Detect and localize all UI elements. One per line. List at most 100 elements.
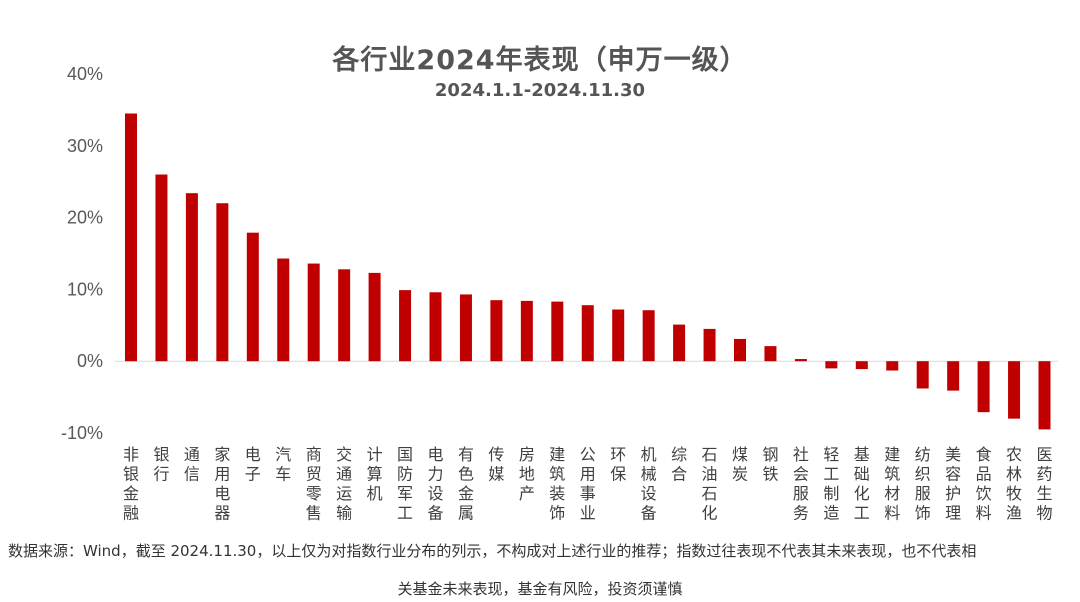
risk-disclaimer: 关基金未来表现，基金有风险，投资须谨慎 (397, 580, 683, 598)
x-category-label: 工 (823, 465, 839, 484)
bar (520, 300, 533, 362)
x-category-label: 器 (214, 504, 230, 523)
x-category-label: 料 (884, 504, 900, 523)
x-category-label: 传 (488, 445, 504, 464)
x-category-label: 基 (854, 445, 870, 464)
x-category-label: 交 (336, 445, 352, 464)
bar (977, 361, 990, 413)
bar (947, 361, 960, 391)
x-category-label: 售 (306, 504, 322, 523)
bar (429, 292, 442, 362)
x-category-label: 通 (184, 445, 200, 464)
bar-chart: 40%30%20%10%0%-10%非银金融银行通信家用电器电子汽车商贸零售交通… (61, 64, 1058, 523)
x-category-label: 织 (915, 465, 931, 484)
y-tick-label: 10% (67, 279, 103, 299)
x-category-label: 饰 (549, 504, 565, 523)
x-category-label: 有 (458, 445, 474, 464)
x-category-label: 础 (854, 465, 870, 484)
bar (216, 203, 229, 362)
x-category-label: 商 (306, 445, 322, 464)
x-category-label: 地 (519, 465, 535, 484)
x-category-label: 保 (610, 465, 626, 484)
x-category-label: 综 (671, 445, 687, 464)
x-category-label: 行 (153, 465, 169, 484)
x-category-label: 电 (427, 445, 443, 464)
bar (1008, 361, 1021, 419)
x-category-label: 通 (336, 465, 352, 484)
x-category-label: 装 (549, 484, 565, 503)
x-category-label: 机 (367, 484, 383, 503)
x-category-label: 环 (610, 445, 626, 464)
x-category-label: 品 (976, 465, 992, 484)
bar (277, 258, 290, 362)
x-category-label: 制 (823, 484, 839, 503)
x-category-label: 煤 (732, 445, 748, 464)
y-tick-label: 30% (67, 136, 103, 156)
bar (1038, 361, 1051, 430)
y-tick-label: 20% (67, 208, 103, 228)
x-category-label: 化 (854, 484, 870, 503)
x-category-label: 会 (793, 465, 809, 484)
x-category-label: 零 (306, 484, 322, 503)
bar (246, 232, 259, 362)
x-category-label: 农 (1006, 445, 1022, 464)
x-category-label: 药 (1036, 465, 1052, 484)
x-category-label: 电 (245, 445, 261, 464)
x-category-label: 信 (184, 465, 200, 484)
x-category-label: 饰 (915, 504, 931, 523)
x-category-label: 铁 (762, 465, 778, 484)
x-category-label: 工 (854, 504, 870, 523)
x-category-label: 输 (336, 504, 352, 523)
x-category-label: 融 (123, 504, 139, 523)
x-category-label: 备 (427, 504, 443, 523)
bar (125, 113, 137, 362)
x-category-label: 汽 (275, 445, 291, 464)
x-category-label: 媒 (488, 465, 504, 484)
y-tick-label: 0% (77, 351, 103, 371)
y-tick-label: 40% (67, 64, 103, 84)
chart-subtitle: 2024.1.1-2024.11.30 (434, 80, 646, 101)
x-category-label: 房 (519, 445, 535, 464)
x-category-label: 用 (580, 465, 596, 484)
x-category-label: 医 (1036, 445, 1052, 464)
x-category-label: 色 (458, 465, 474, 484)
x-category-label: 林 (1006, 465, 1022, 484)
data-source-note: 数据来源：Wind，截至 2024.11.30，以上仅为对指数行业分布的列示，不… (8, 542, 977, 560)
x-category-label: 业 (580, 504, 596, 523)
x-category-label: 机 (641, 445, 657, 464)
bar (886, 361, 899, 371)
x-category-label: 属 (458, 504, 474, 523)
x-category-label: 理 (945, 504, 961, 523)
bar (825, 361, 838, 369)
x-category-label: 生 (1036, 484, 1052, 503)
bar (399, 290, 412, 362)
x-category-label: 银 (123, 465, 139, 484)
x-category-label: 料 (976, 504, 992, 523)
x-category-label: 造 (823, 504, 839, 523)
x-category-label: 牧 (1006, 484, 1022, 503)
bar (642, 310, 655, 362)
x-category-label: 服 (915, 484, 931, 503)
x-category-label: 用 (214, 465, 230, 484)
x-category-label: 子 (245, 465, 261, 484)
x-category-label: 合 (671, 465, 687, 484)
bar (581, 305, 594, 362)
x-category-label: 贸 (306, 465, 322, 484)
x-category-label: 建 (884, 445, 900, 464)
x-category-label: 纺 (915, 445, 931, 464)
x-category-label: 社 (793, 445, 809, 464)
bar (338, 269, 351, 362)
x-category-label: 算 (367, 465, 383, 484)
bar (673, 324, 686, 362)
x-category-label: 石 (702, 484, 718, 503)
x-category-label: 渔 (1006, 504, 1022, 523)
bar (734, 338, 746, 362)
x-category-label: 建 (549, 445, 565, 464)
x-category-label: 筑 (884, 465, 900, 484)
bar (703, 328, 716, 362)
bar (490, 300, 503, 362)
x-category-label: 护 (945, 484, 961, 503)
x-category-label: 钢 (762, 445, 778, 464)
x-category-label: 服 (793, 484, 809, 503)
chart-title: 各行业2024年表现（申万一级） (332, 45, 748, 76)
